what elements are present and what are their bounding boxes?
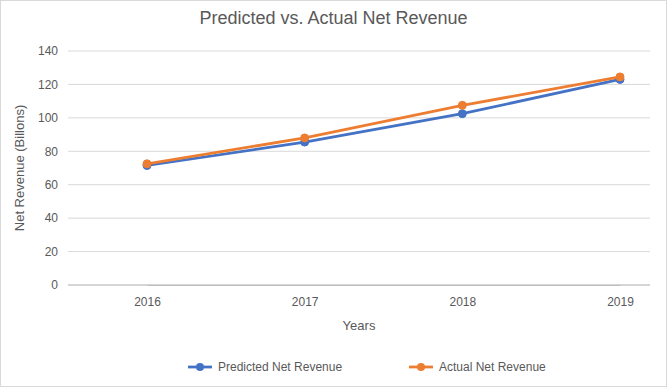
legend-marker bbox=[196, 363, 204, 371]
y-tick: 0 bbox=[51, 278, 68, 292]
x-tick: 2019 bbox=[607, 285, 634, 309]
series-marker bbox=[458, 101, 466, 109]
chart: Predicted vs. Actual Net Revenue 0 20 40 60 8… bbox=[0, 0, 667, 387]
y-tick: 20 bbox=[45, 245, 68, 259]
x-tick-label: 2018 bbox=[449, 295, 476, 309]
y-tick: 100 bbox=[38, 111, 68, 125]
grid-line bbox=[68, 218, 650, 219]
grid-line bbox=[68, 184, 650, 185]
y-tick: 120 bbox=[38, 78, 68, 92]
y-axis: 0 20 40 60 80 100 120 140 bbox=[38, 44, 69, 292]
y-tick-label: 140 bbox=[38, 44, 58, 58]
series-marker bbox=[616, 73, 624, 81]
y-axis-title: Net Revenue (Billons) bbox=[12, 105, 27, 231]
legend-marker bbox=[417, 363, 425, 371]
y-tick-label: 120 bbox=[38, 78, 58, 92]
y-tick-label: 40 bbox=[45, 211, 59, 225]
grid-line bbox=[68, 84, 650, 85]
grid bbox=[68, 51, 650, 285]
series-line bbox=[147, 77, 620, 164]
x-axis: 2016 2017 2018 2019 bbox=[134, 285, 634, 309]
y-tick: 140 bbox=[38, 44, 68, 58]
series-marker bbox=[301, 134, 309, 142]
series-marker bbox=[143, 160, 151, 168]
y-tick-label: 80 bbox=[45, 145, 59, 159]
legend: Predicted Net Revenue Actual Net Revenue bbox=[188, 360, 546, 374]
x-axis-baseline bbox=[68, 285, 650, 286]
grid-line bbox=[68, 51, 650, 52]
x-axis-title: Years bbox=[343, 318, 376, 333]
grid-line bbox=[68, 151, 650, 152]
title: Predicted vs. Actual Net Revenue bbox=[199, 8, 467, 28]
x-tick: 2017 bbox=[292, 285, 319, 309]
y-tick: 60 bbox=[45, 178, 68, 192]
y-tick-label: 20 bbox=[45, 245, 59, 259]
x-tick-label: 2019 bbox=[607, 295, 634, 309]
x-tick-label: 2017 bbox=[292, 295, 319, 309]
y-axis-line bbox=[68, 52, 69, 286]
legend-item: Predicted Net Revenue bbox=[188, 360, 342, 374]
grid-line bbox=[68, 285, 650, 286]
plot-area bbox=[143, 73, 624, 170]
x-tick-label: 2016 bbox=[134, 295, 161, 309]
chart-border bbox=[1, 1, 667, 387]
legend-item: Actual Net Revenue bbox=[409, 360, 546, 374]
y-tick-label: 100 bbox=[38, 111, 58, 125]
grid-line bbox=[68, 251, 650, 252]
y-tick: 80 bbox=[45, 145, 68, 159]
y-tick: 40 bbox=[45, 211, 68, 225]
y-tick-label: 0 bbox=[51, 278, 58, 292]
legend-label: Predicted Net Revenue bbox=[218, 360, 342, 374]
x-tick: 2016 bbox=[134, 285, 161, 309]
x-tick: 2018 bbox=[449, 285, 476, 309]
x-axis-line bbox=[148, 285, 621, 286]
y-tick-label: 60 bbox=[45, 178, 59, 192]
grid-line bbox=[68, 117, 650, 118]
legend-label: Actual Net Revenue bbox=[439, 360, 546, 374]
series-marker bbox=[458, 110, 466, 118]
